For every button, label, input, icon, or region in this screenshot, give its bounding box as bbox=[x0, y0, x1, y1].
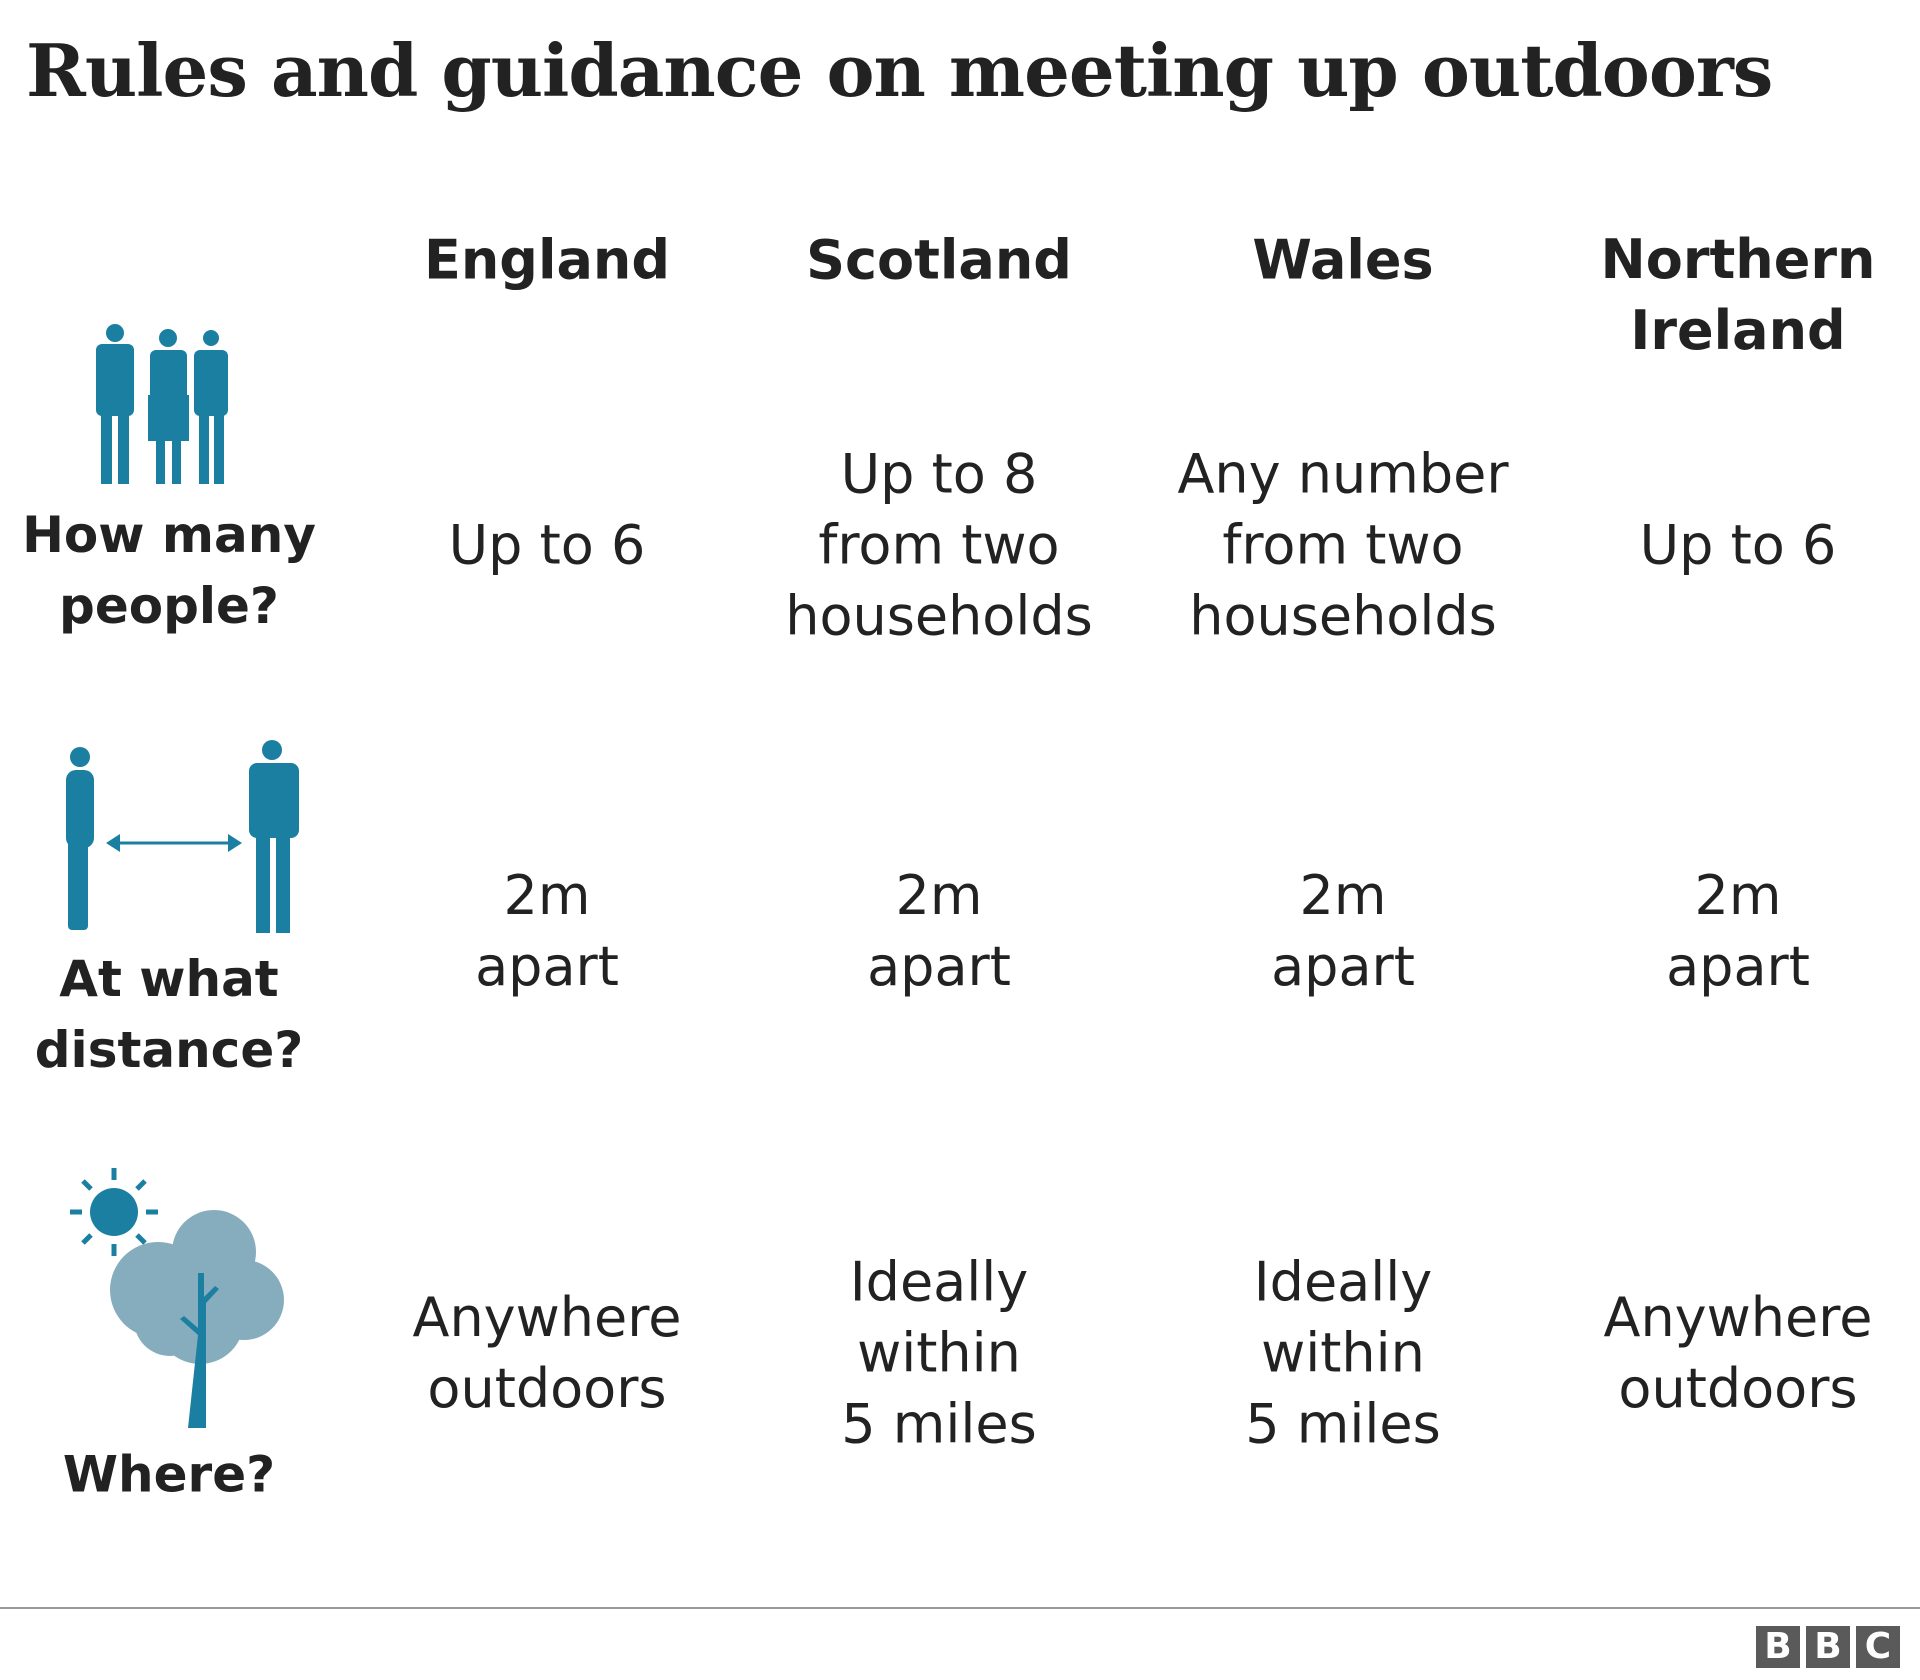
row-label-line: Where? bbox=[62, 1445, 276, 1504]
cell-line: 5 miles bbox=[1245, 1392, 1441, 1456]
cell-line: from two bbox=[1222, 513, 1464, 577]
cell: 2m apart bbox=[867, 860, 1011, 1002]
cell: Up to 6 bbox=[449, 510, 646, 581]
cell: Up to 6 bbox=[1640, 510, 1837, 581]
cell-line: apart bbox=[475, 935, 619, 998]
cell-line: outdoors bbox=[1618, 1357, 1858, 1420]
column-header-line: Scotland bbox=[806, 228, 1072, 292]
column-header-line: Ireland bbox=[1630, 299, 1846, 362]
title: Rules and guidance on meeting up outdoor… bbox=[26, 28, 1773, 113]
people-icon bbox=[96, 324, 228, 484]
footer-rule bbox=[0, 1607, 1920, 1609]
cell: Anywhere outdoors bbox=[1604, 1282, 1873, 1424]
cell-line: Up to 8 bbox=[840, 442, 1038, 506]
cell-line: 2m bbox=[503, 864, 591, 927]
cell-line: Ideally bbox=[1253, 1250, 1433, 1314]
cell-line: within bbox=[1261, 1321, 1425, 1385]
logo-letter: B bbox=[1756, 1626, 1800, 1668]
cell-line: Anywhere bbox=[1603, 1286, 1873, 1349]
cell: Up to 8 from two households bbox=[785, 439, 1093, 652]
row-label: At what distance? bbox=[35, 944, 303, 1086]
sun-tree-icon bbox=[70, 1168, 284, 1428]
cell-line: apart bbox=[867, 935, 1011, 998]
row-label: How many people? bbox=[22, 500, 316, 642]
cell: 2m apart bbox=[1666, 860, 1810, 1002]
cell-line: apart bbox=[1271, 935, 1415, 998]
cell-line: 2m bbox=[895, 864, 983, 927]
cell-line: Up to 6 bbox=[448, 513, 646, 577]
cell-line: Anywhere bbox=[412, 1286, 682, 1349]
cell: Ideally within 5 miles bbox=[1245, 1247, 1441, 1460]
column-header-line: Wales bbox=[1252, 228, 1434, 292]
row-label-line: At what bbox=[59, 950, 279, 1008]
cell-line: households bbox=[1189, 584, 1497, 648]
cell-line: outdoors bbox=[427, 1357, 667, 1420]
cell-line: households bbox=[785, 584, 1093, 648]
column-header: Northern Ireland bbox=[1601, 224, 1876, 366]
column-header-line: England bbox=[423, 228, 671, 292]
row-label-line: people? bbox=[59, 577, 279, 635]
cell-line: 5 miles bbox=[841, 1392, 1037, 1456]
cell: Any number from two households bbox=[1177, 439, 1508, 652]
row-label-line: distance? bbox=[34, 1021, 304, 1079]
cell-line: apart bbox=[1666, 935, 1810, 998]
cell: Ideally within 5 miles bbox=[841, 1247, 1037, 1460]
cell-line: from two bbox=[818, 513, 1060, 577]
logo-letter: C bbox=[1856, 1626, 1900, 1668]
column-header: Wales bbox=[1252, 225, 1433, 296]
cell-line: within bbox=[857, 1321, 1021, 1385]
cell-line: Up to 6 bbox=[1639, 513, 1837, 577]
row-label: Where? bbox=[63, 1440, 275, 1511]
cell-line: Ideally bbox=[849, 1250, 1029, 1314]
column-header: England bbox=[424, 225, 670, 296]
cell: 2m apart bbox=[1271, 860, 1415, 1002]
logo-letter: B bbox=[1806, 1626, 1850, 1668]
row-label-line: How many bbox=[22, 506, 316, 564]
distance-icon bbox=[66, 740, 299, 933]
cell-line: Any number bbox=[1177, 442, 1509, 506]
cell: 2m apart bbox=[475, 860, 619, 1002]
column-header-line: Northern bbox=[1600, 228, 1876, 291]
column-header: Scotland bbox=[806, 225, 1072, 296]
cell-line: 2m bbox=[1299, 864, 1387, 927]
cell-line: 2m bbox=[1694, 864, 1782, 927]
cell: Anywhere outdoors bbox=[413, 1282, 682, 1424]
